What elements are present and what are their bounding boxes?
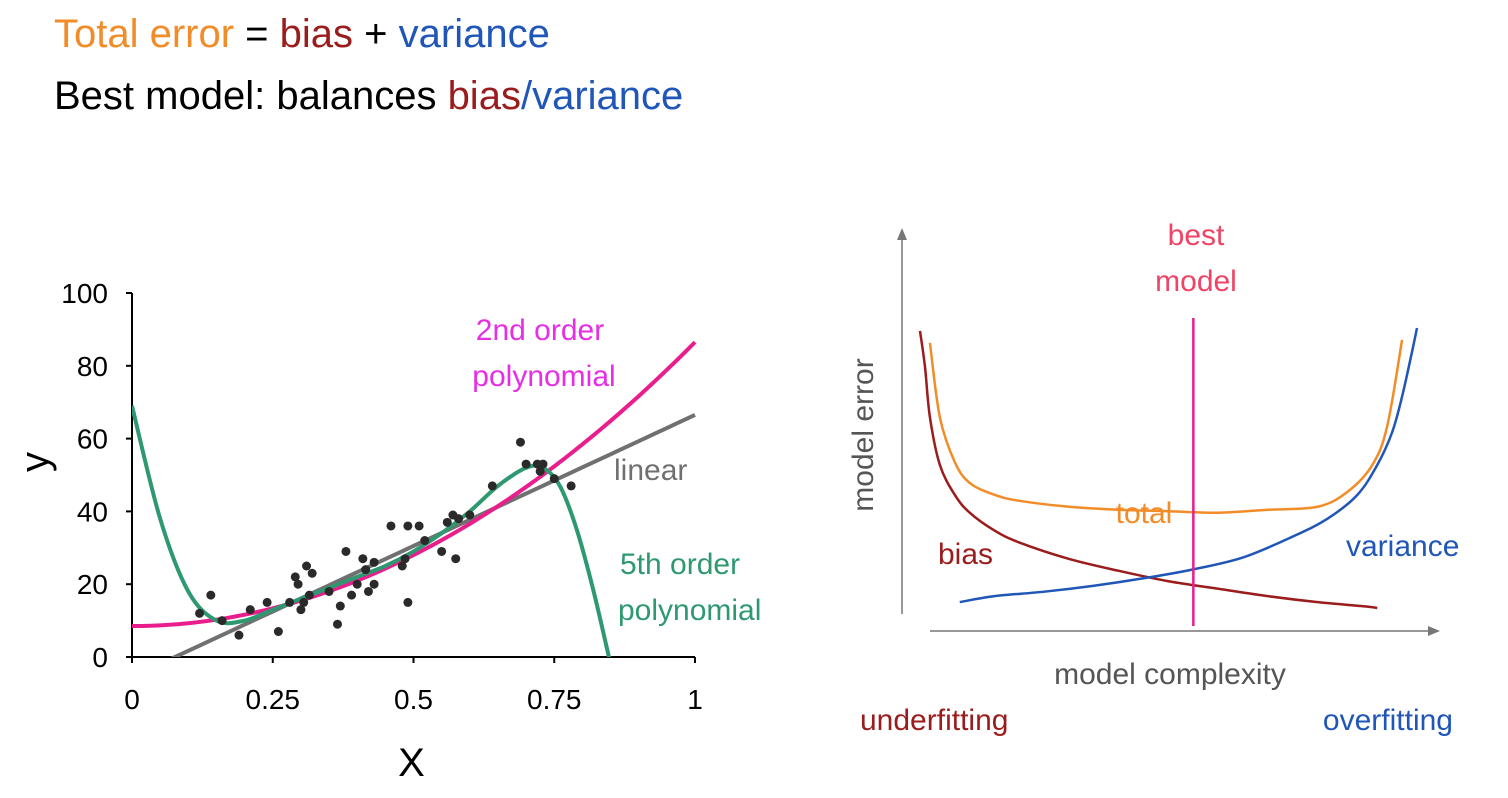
- data-point: [369, 557, 379, 567]
- error-axis-label: model error: [847, 358, 880, 511]
- bias-text-2: bias: [447, 74, 521, 118]
- y-tick-label: 100: [61, 278, 108, 309]
- y-tick-label: 40: [77, 496, 108, 527]
- data-point: [299, 597, 309, 607]
- underfitting-label: underfitting: [860, 704, 1008, 737]
- data-point: [414, 521, 424, 531]
- data-point: [352, 579, 362, 589]
- data-point: [262, 597, 272, 607]
- x-axis-label: X: [398, 741, 425, 785]
- data-point: [538, 459, 548, 469]
- linear-label: linear: [614, 454, 687, 487]
- data-point: [296, 605, 306, 615]
- data-point: [363, 586, 373, 596]
- data-point: [332, 619, 342, 629]
- x-tick-label: 0: [124, 684, 140, 715]
- data-point: [358, 554, 368, 564]
- data-point: [302, 561, 312, 571]
- x-tick-label: 0.75: [527, 684, 582, 715]
- data-point: [549, 474, 559, 484]
- data-point: [290, 572, 300, 582]
- data-point: [324, 586, 334, 596]
- data-point: [369, 579, 379, 589]
- x-tick-label: 0.5: [394, 684, 433, 715]
- best-label-line1: best: [1168, 219, 1225, 252]
- headline-line-2: Best model: balances bias/variance: [54, 72, 683, 120]
- data-point: [451, 554, 461, 564]
- data-point: [566, 481, 576, 491]
- data-point: [304, 590, 314, 600]
- overfitting-label: overfitting: [1323, 704, 1453, 737]
- variance-text: variance: [398, 12, 550, 56]
- poly2-label-line2: polynomial: [472, 360, 615, 393]
- linear-fit-line: [170, 413, 696, 657]
- x-tick-label: 1: [687, 684, 703, 715]
- plus-sign: +: [353, 12, 399, 56]
- poly5-label-line2: polynomial: [618, 594, 761, 627]
- data-point: [487, 481, 497, 491]
- data-point: [403, 521, 413, 531]
- fifth-order-fit-line: [132, 405, 611, 657]
- bias-label: bias: [938, 538, 993, 571]
- y-tick-label: 80: [77, 351, 108, 382]
- variance-curve: [959, 327, 1419, 604]
- x-tick-label: 0.25: [246, 684, 301, 715]
- data-point: [442, 517, 452, 527]
- error-axis-arrow-icon: [897, 228, 907, 240]
- data-point: [386, 521, 396, 531]
- data-point: [403, 597, 413, 607]
- data-point: [397, 561, 407, 571]
- data-point: [206, 590, 216, 600]
- data-point: [307, 568, 317, 578]
- y-tick-label: 60: [77, 424, 108, 455]
- data-point: [400, 554, 410, 564]
- data-point: [195, 608, 205, 618]
- data-point: [347, 590, 357, 600]
- complexity-axis-label: model complexity: [1054, 658, 1286, 691]
- bias-curve: [918, 330, 1378, 610]
- data-point: [454, 514, 464, 524]
- data-point: [234, 630, 244, 640]
- total-error-text: Total error: [54, 12, 235, 56]
- total-label: total: [1116, 497, 1173, 530]
- data-point: [273, 627, 283, 637]
- data-point: [217, 616, 227, 626]
- data-point: [285, 597, 295, 607]
- data-point: [437, 546, 447, 556]
- data-point: [361, 565, 371, 575]
- poly2-label-line1: 2nd order: [476, 314, 604, 347]
- best-model-prefix: Best model: balances: [54, 74, 448, 118]
- data-point: [420, 536, 430, 546]
- headline-line-1: Total error = bias + variance: [54, 10, 550, 58]
- variance-label: variance: [1346, 530, 1459, 563]
- y-tick-label: 20: [77, 569, 108, 600]
- poly5-label-line1: 5th order: [620, 548, 740, 581]
- y-axis-label: y: [13, 452, 57, 472]
- y-tick-label: 0: [92, 642, 108, 673]
- slash-text: /: [520, 74, 533, 118]
- data-point: [341, 546, 351, 556]
- best-label-line2: model: [1155, 265, 1237, 298]
- data-point: [515, 437, 525, 447]
- data-point: [335, 601, 345, 611]
- equals-sign: =: [234, 12, 280, 56]
- data-point: [465, 510, 475, 520]
- bias-text: bias: [279, 12, 354, 56]
- total-curve: [928, 339, 1404, 514]
- complexity-axis-arrow-icon: [1428, 626, 1440, 636]
- data-point: [293, 579, 303, 589]
- data-point: [521, 459, 531, 469]
- data-point: [535, 466, 545, 476]
- variance-text-2: variance: [532, 74, 684, 118]
- data-point: [245, 605, 255, 615]
